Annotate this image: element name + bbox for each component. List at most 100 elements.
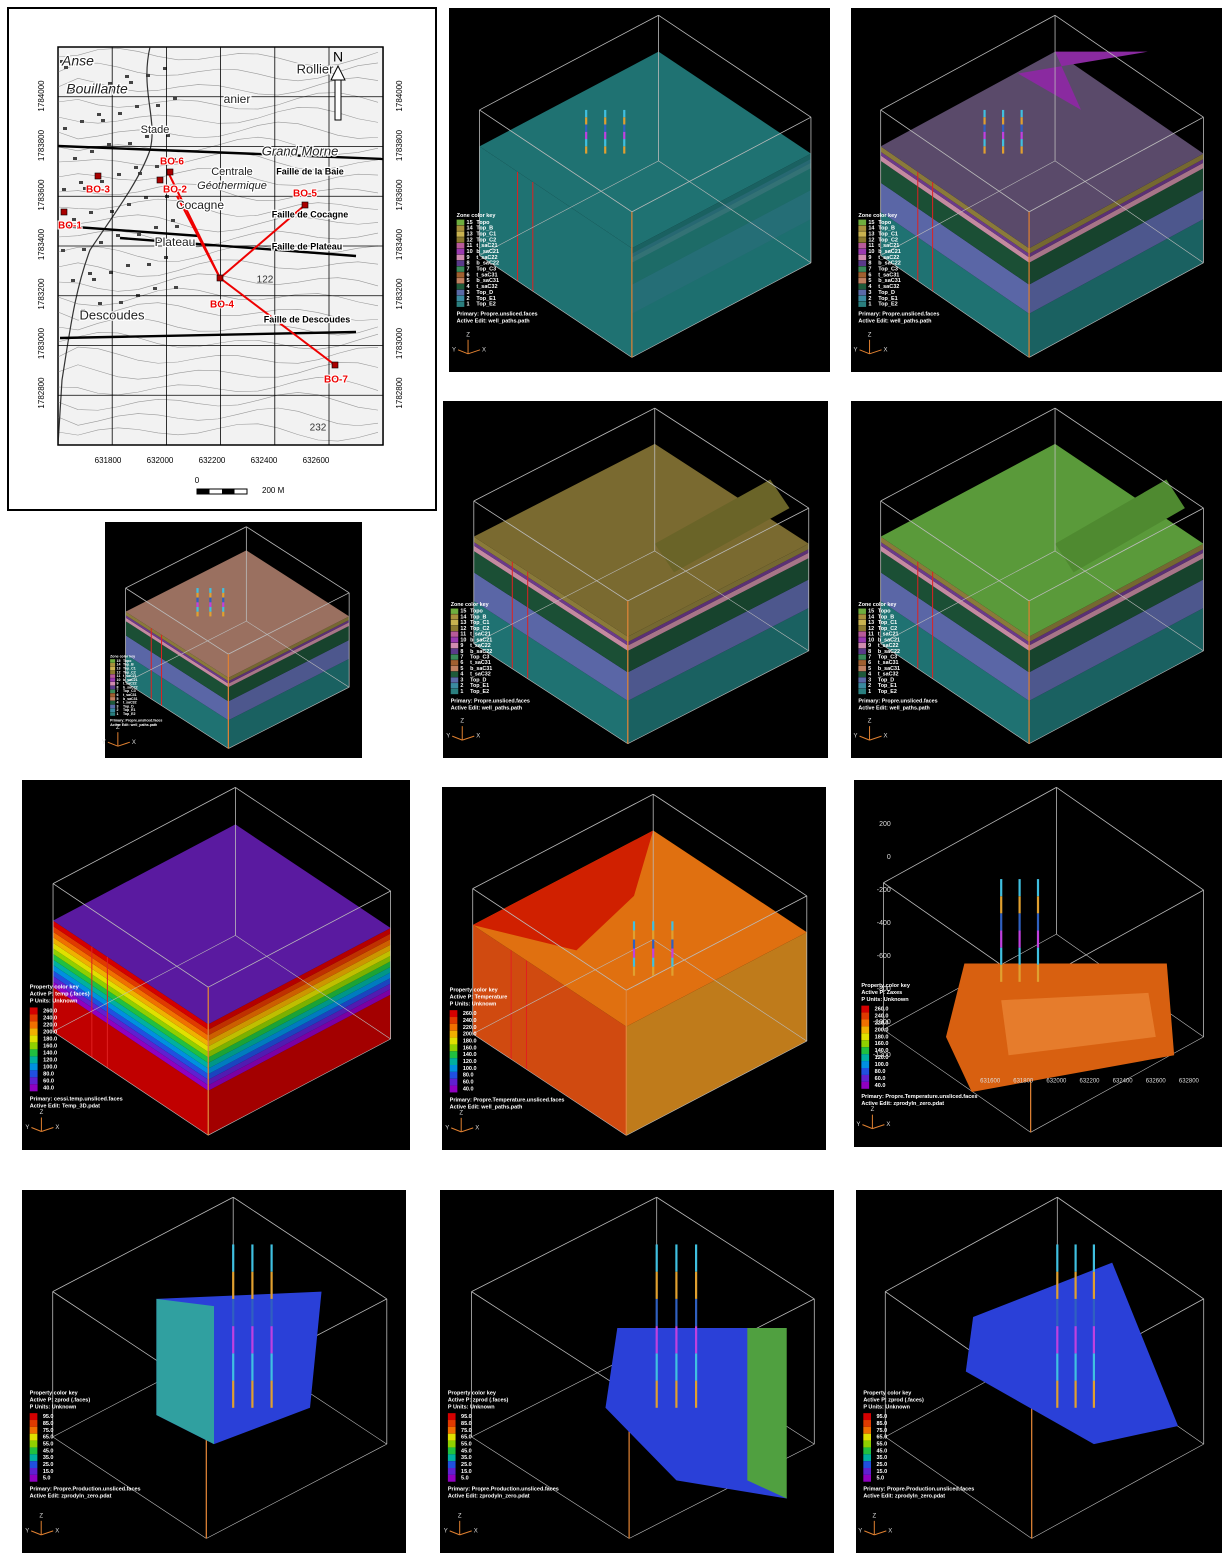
legend-swatch	[450, 631, 459, 637]
legend-number: 3	[117, 704, 119, 708]
legend-number: 15	[460, 609, 466, 615]
triad-label: Z	[40, 1110, 44, 1116]
triad-label: Z	[460, 719, 464, 725]
legend-entry: Top_C2	[878, 237, 898, 243]
legend-number: 4	[868, 672, 871, 678]
wireframe	[654, 407, 809, 509]
well-path	[167, 171, 221, 279]
legend-value: 200.0	[463, 1032, 477, 1038]
top-patch	[472, 830, 654, 951]
legend-swatch	[456, 289, 465, 296]
legend-number: 3	[467, 290, 470, 296]
legend-number: 7	[117, 689, 119, 693]
legend-active-p: Active P: zprod (.faces)	[448, 1398, 509, 1404]
wireframe	[125, 620, 247, 683]
triad-label: Y	[25, 1125, 29, 1131]
wireframe	[631, 262, 812, 358]
place-label: Rollier	[297, 61, 335, 76]
legend-swatch	[29, 1028, 38, 1036]
legend-swatch	[110, 700, 116, 705]
wireframe	[471, 1436, 630, 1539]
legend-swatch	[449, 1044, 458, 1052]
legend-swatch	[110, 712, 116, 716]
legend-entry: Top_C1	[123, 666, 136, 670]
triad-axis	[462, 735, 475, 741]
legend-entry: b_saC22	[470, 649, 492, 655]
wireframe	[1054, 160, 1204, 264]
building	[63, 127, 67, 130]
legend-entry: t_saC21	[878, 243, 899, 249]
wireframe	[652, 793, 808, 897]
legend-primary: Primary: Propre.unsliced.faces	[457, 312, 538, 318]
building	[137, 233, 141, 236]
scale-bar-segment	[222, 489, 235, 494]
building	[82, 248, 86, 251]
legend-value: 140.0	[875, 1048, 889, 1054]
legend-value: 100.0	[875, 1062, 889, 1068]
top-face	[880, 443, 1204, 637]
legend-swatch	[456, 248, 465, 255]
contour	[57, 362, 379, 380]
y-tick-label: 1783000	[37, 327, 46, 359]
legend-swatch	[110, 659, 116, 663]
legend-units: P Units: Unknown	[30, 999, 78, 1005]
legend-entry: Top_C2	[476, 237, 496, 243]
legend-entry: b_saC21	[123, 678, 138, 682]
legend-value: 240.0	[463, 1018, 477, 1024]
triad-label: Y	[854, 347, 858, 353]
legend-active-p: Active P: Zaxes	[861, 990, 902, 996]
legend-value: 65.0	[43, 1435, 54, 1441]
wireframe	[1028, 262, 1204, 358]
contour	[57, 423, 379, 442]
legend-swatch	[863, 1468, 871, 1475]
legend-value: 220.0	[43, 1022, 57, 1028]
legend-value: 180.0	[43, 1036, 57, 1042]
legend-swatch	[858, 254, 867, 261]
legend-entry: Top_C1	[476, 231, 496, 237]
triad-label: Z	[466, 332, 470, 338]
legend-swatch	[450, 677, 459, 683]
legend-swatch	[450, 642, 459, 649]
building	[89, 211, 93, 214]
wireframe	[471, 1196, 657, 1292]
x-tick-label: 632800	[1179, 1079, 1200, 1085]
wireframe	[880, 109, 1030, 213]
legend-entry: b_saC22	[123, 685, 138, 689]
legend-value: 240.0	[43, 1015, 57, 1021]
right-face	[228, 622, 350, 688]
legend-entry: Top_C3	[878, 267, 898, 273]
legend-entry: Top_E1	[878, 683, 897, 689]
legend-number: 14	[117, 663, 121, 667]
building	[97, 113, 101, 116]
legend-swatch	[858, 272, 867, 278]
legend-entry: t_saC22	[470, 643, 491, 649]
legend-swatch	[29, 1014, 38, 1022]
triad-label: Z	[871, 1107, 875, 1113]
triad-axis	[864, 1530, 875, 1536]
legend-number: 3	[868, 290, 871, 296]
building	[128, 142, 132, 145]
legend-number: 2	[460, 683, 463, 689]
legend-number: 5	[868, 278, 871, 284]
triad-label: X	[888, 1528, 892, 1534]
triad-axis	[874, 1530, 887, 1536]
legend-entry: b_saC22	[878, 649, 900, 655]
fault-line	[57, 144, 384, 161]
right-face	[626, 932, 807, 1136]
legend-swatch	[29, 1077, 38, 1085]
legend-entry: b_saC31	[878, 278, 901, 284]
legend-swatch	[29, 1042, 38, 1050]
legend-swatch	[29, 1007, 38, 1015]
y-tick-label: -400	[877, 920, 891, 927]
building	[100, 180, 104, 183]
legend-value: 25.0	[43, 1462, 54, 1468]
building	[175, 225, 179, 228]
legend-number: 13	[117, 666, 121, 670]
place-label: Anse	[61, 53, 94, 69]
legend-entry: t_saC32	[123, 701, 137, 705]
right-face	[627, 579, 809, 701]
legend-swatch	[449, 1085, 458, 1093]
right-face	[228, 619, 350, 684]
fault-label: Faille de Plateau	[272, 241, 343, 251]
legend-value: 15.0	[876, 1469, 887, 1475]
